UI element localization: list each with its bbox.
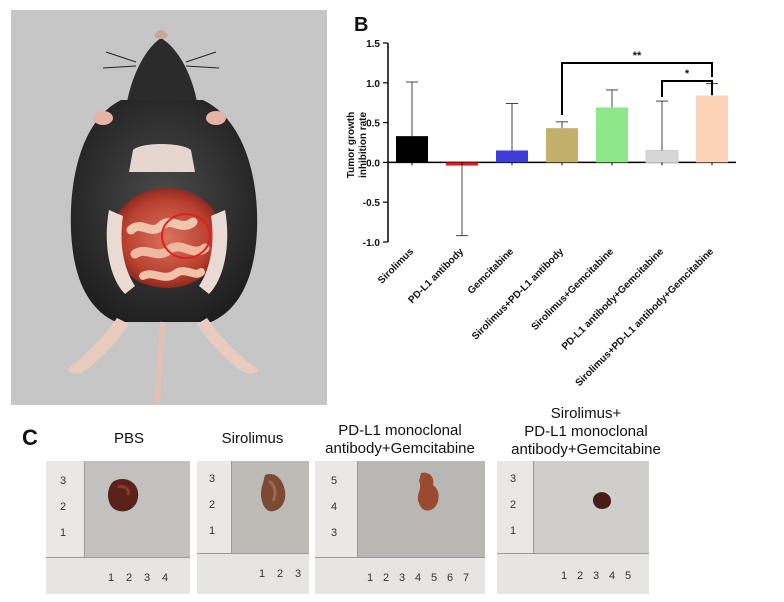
y-tick-label: -0.5	[363, 198, 381, 209]
chart-svg: -1.0 -0.5 0.0 0.5 1.0 1.5 Tumor growthinhibiti…	[346, 39, 736, 389]
bar-sirolimus	[396, 136, 428, 163]
group-title-line: PD-L1 monoclonal	[338, 422, 462, 439]
ruler-number: 3	[399, 572, 406, 584]
y-tick-label: 1.0	[366, 79, 380, 90]
x-tick-label: Sirolimus	[376, 246, 416, 286]
ruler-number: 1	[367, 572, 374, 584]
tumor-specimen	[108, 478, 139, 512]
y-axis-label: Tumor growthinhibition rate	[346, 112, 369, 179]
ruler-number: 1	[259, 568, 266, 580]
mouse-dissection-photo	[11, 10, 327, 405]
group-title-pbs: PBS	[95, 430, 163, 448]
tumor-photo-pdl1-gem: 5 4 3 1 2 3 4 5 6 7	[315, 461, 485, 594]
vertical-ruler: 3 2 1	[197, 461, 232, 557]
ruler-number: 3	[510, 473, 517, 485]
ruler-number: 2	[510, 499, 517, 511]
group-title-line: Sirolimus	[221, 430, 284, 447]
ruler-number: 3	[60, 475, 67, 487]
tumor-specimen	[261, 473, 286, 512]
y-tick-label: 0.5	[366, 119, 380, 130]
ruler-number: 5	[331, 475, 338, 487]
ruler-number: 2	[209, 499, 216, 511]
horizontal-ruler: 1 2 3	[197, 553, 309, 594]
tumor-photo-sirolimus: 3 2 1 1 2 3	[197, 461, 309, 594]
significance-label: **	[633, 50, 642, 62]
bar-pd-l1-antibody-gemcitabine	[645, 149, 679, 163]
ruler-number: 2	[277, 568, 284, 580]
bar-sirolimus-pd-l1-antibody	[546, 128, 578, 163]
ruler-number: 4	[609, 570, 616, 582]
ruler-number: 4	[331, 501, 338, 513]
ruler-number: 3	[144, 572, 151, 584]
mouse-illustration	[67, 30, 259, 403]
ruler-number: 6	[447, 572, 454, 584]
group-title-line: PBS	[113, 430, 144, 447]
tumor-specimen	[417, 472, 439, 511]
y-tick-label: 1.5	[366, 39, 380, 50]
ruler-number: 2	[577, 570, 584, 582]
x-tick-label: Gemcitabine	[466, 246, 517, 297]
horizontal-ruler: 1 2 3 4 5 6 7	[315, 557, 485, 594]
ruler-number: 5	[431, 572, 438, 584]
group-title-line: antibody+Gemcitabine	[325, 440, 475, 457]
ruler-number: 3	[593, 570, 600, 582]
group-title-pdl1-gem: PD-L1 monoclonal antibody+Gemcitabine	[300, 422, 500, 458]
group-title-line: antibody+Gemcitabine	[511, 441, 661, 458]
x-tick-label: PD-L1 antibody	[406, 246, 466, 306]
vertical-ruler: 3 2 1	[497, 461, 534, 557]
x-tick-label: PD-L1 antibody+Gemcitabine	[560, 246, 667, 353]
vertical-ruler: 5 4 3	[315, 461, 358, 561]
group-title-line: Sirolimus+	[550, 405, 622, 422]
horizontal-ruler: 1 2 3 4	[46, 557, 190, 594]
bar-gemcitabine	[496, 150, 528, 163]
x-tick-label: Sirolimus+Gemcitabine	[530, 246, 617, 333]
ruler-number: 3	[295, 568, 302, 580]
ruler-number: 4	[415, 572, 422, 584]
y-tick-label: 0.0	[366, 158, 380, 169]
ruler-number: 2	[60, 501, 67, 513]
bar-sirolimus-pd-l1-antibody-gemcitabine	[696, 95, 728, 163]
y-tick-label: -1.0	[363, 238, 381, 249]
significance-bracket	[561, 62, 713, 115]
vertical-ruler: 3 2 1	[46, 461, 85, 561]
ruler-number: 1	[561, 570, 568, 582]
inhibition-rate-chart: -1.0 -0.5 0.0 0.5 1.0 1.5 Tumor growthinhibiti…	[330, 10, 780, 410]
group-title-sirolimus: Sirolimus	[205, 430, 300, 448]
tumor-photo-triple: 3 2 1 1 2 3 4 5	[497, 461, 649, 594]
ruler-number: 2	[383, 572, 390, 584]
ruler-number: 1	[60, 527, 67, 539]
bar-sirolimus-gemcitabine	[596, 107, 628, 163]
group-title-triple: Sirolimus+ PD-L1 monoclonal antibody+Gem…	[486, 405, 686, 459]
group-title-line: PD-L1 monoclonal	[524, 423, 648, 440]
ruler-number: 1	[108, 572, 115, 584]
ruler-number: 3	[209, 473, 216, 485]
ruler-number: 1	[510, 525, 517, 537]
significance-bracket	[661, 80, 713, 97]
ruler-number: 3	[331, 527, 338, 539]
ruler-number: 5	[625, 570, 632, 582]
ruler-number: 1	[209, 525, 216, 537]
significance-label: *	[685, 68, 690, 80]
panel-b-label: B	[354, 14, 369, 36]
horizontal-ruler: 1 2 3 4 5	[497, 553, 649, 594]
tumor-specimen	[592, 492, 611, 509]
tumor-photo-pbs: 3 2 1 1 2 3 4	[46, 461, 190, 594]
ruler-number: 4	[162, 572, 169, 584]
ruler-number: 7	[463, 572, 470, 584]
ruler-number: 2	[126, 572, 133, 584]
panel-c-label: C	[22, 425, 38, 450]
x-tick-label: Sirolimus+PD-L1 antibody	[470, 246, 566, 342]
